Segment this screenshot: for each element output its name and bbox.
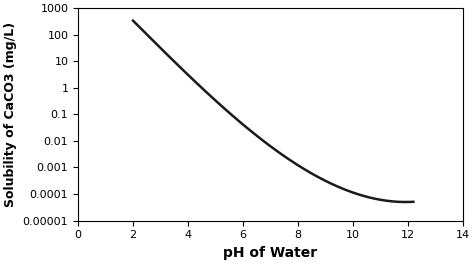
X-axis label: pH of Water: pH of Water	[223, 246, 318, 260]
Y-axis label: Solubility of CaCO3 (mg/L): Solubility of CaCO3 (mg/L)	[4, 22, 17, 207]
